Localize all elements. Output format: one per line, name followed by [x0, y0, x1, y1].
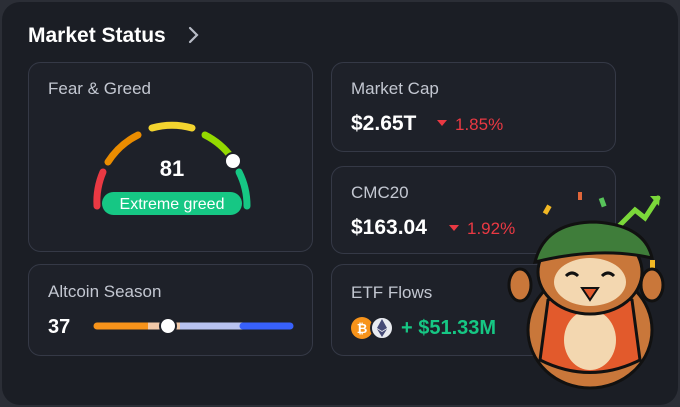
mascot [507, 192, 665, 390]
card-title: Market Cap [351, 79, 439, 98]
card-title: Fear & Greed [48, 79, 151, 98]
season-knob [159, 317, 177, 335]
card-title: ETF Flows [351, 283, 432, 302]
metric-value: $2.65T [351, 112, 417, 135]
card[interactable] [28, 264, 313, 356]
card-title: Altcoin Season [48, 282, 161, 301]
metric-change: 1.92% [467, 219, 515, 238]
btc-symbol: ₿ [357, 321, 368, 336]
sentiment-badge [102, 192, 242, 215]
season-value: 37 [48, 316, 70, 338]
card-title: CMC20 [351, 183, 409, 202]
etf-value: + $51.33M [401, 317, 496, 339]
gauge-knob [224, 152, 242, 170]
down-arrow [449, 225, 459, 231]
chevron[interactable] [188, 26, 199, 44]
down-arrow [437, 120, 447, 126]
metric-value: $163.04 [351, 216, 427, 239]
gauge-value: 81 [160, 156, 184, 181]
card[interactable] [331, 166, 616, 254]
sentiment-label: Extreme greed [120, 196, 225, 213]
gauge [93, 121, 251, 210]
eth-symbol [377, 319, 387, 337]
btc-icon [351, 317, 373, 339]
panel-title[interactable]: Market Status [28, 24, 166, 47]
metric-change: 1.85% [455, 115, 503, 134]
card[interactable] [331, 62, 616, 152]
